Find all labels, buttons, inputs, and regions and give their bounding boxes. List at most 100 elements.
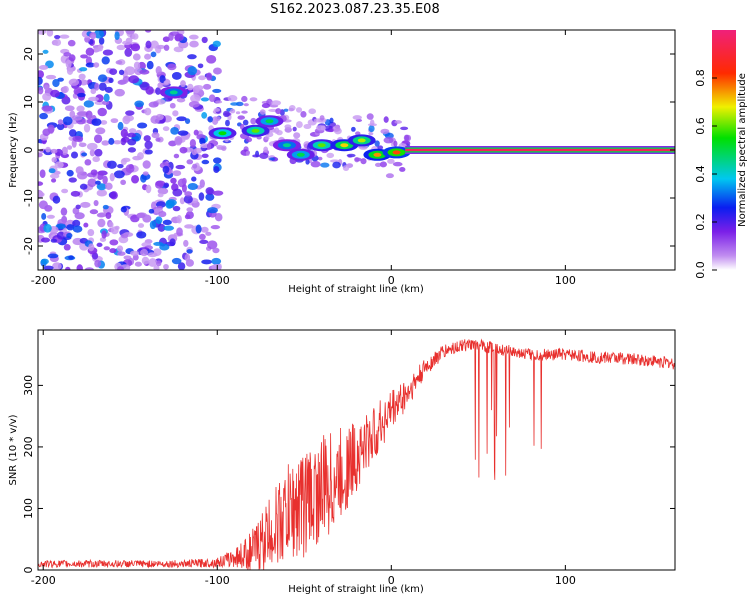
heatmap-noise-cell: [144, 53, 152, 60]
heatmap-noise-cell: [61, 86, 68, 94]
heatmap-noise-cell: [93, 47, 101, 53]
heatmap-noise-cell: [201, 112, 208, 119]
heatmap-noise-cell: [190, 94, 201, 103]
heatmap-noise-cell: [47, 124, 55, 134]
heatmap-noise-cell: [156, 260, 162, 267]
heatmap-blob-peak: [392, 150, 401, 155]
heatmap-noise-cell: [400, 126, 409, 131]
heatmap-noise-cell: [67, 39, 76, 47]
heatmap-noise-cell: [90, 169, 98, 176]
heatmap-noise-cell: [187, 83, 194, 91]
heatmap-noise-cell: [368, 125, 375, 133]
heatmap-noise-cell: [49, 173, 60, 179]
heatmap-xtick-label: -100: [205, 274, 230, 287]
heatmap-noise-cell: [271, 100, 282, 106]
heatmap-noise-cell: [75, 166, 84, 175]
heatmap-noise-cell: [52, 78, 60, 88]
heatmap-noise-cell: [42, 49, 49, 54]
heatmap-noise-cell: [175, 164, 186, 170]
heatmap-noise-cell: [120, 158, 127, 165]
heatmap-noise-cell: [66, 67, 74, 75]
heatmap-noise-cell: [201, 159, 210, 165]
heatmap-noise-cell: [50, 148, 58, 154]
heatmap-noise-cell: [189, 40, 199, 48]
heatmap-noise-cell: [310, 160, 321, 168]
heatmap-noise-cell: [159, 243, 170, 251]
heatmap-noise-cell: [96, 171, 104, 181]
heatmap-noise-cell: [65, 266, 71, 270]
heatmap-noise-cell: [146, 60, 154, 70]
heatmap-xtick-label: -200: [31, 274, 56, 287]
heatmap-noise-cell: [275, 108, 282, 115]
heatmap-noise-cell: [84, 267, 95, 270]
heatmap-noise-cell: [176, 227, 183, 236]
heatmap-noise-cell: [227, 95, 238, 102]
heatmap-noise-cell: [150, 115, 160, 124]
heatmap-ytick-label: 10: [22, 95, 35, 109]
heatmap-noise-cell: [132, 53, 141, 61]
heatmap-blob-peak: [265, 119, 274, 124]
heatmap-noise-cell: [186, 207, 194, 213]
heatmap-noise-cell: [85, 62, 95, 68]
heatmap-noise-cell: [104, 86, 113, 93]
heatmap-noise-cell: [60, 153, 69, 159]
heatmap-noise-cell: [129, 128, 137, 134]
heatmap-noise-cell: [273, 127, 280, 134]
heatmap-noise-cell: [157, 223, 166, 232]
heatmap-noise-cell: [213, 157, 222, 164]
heatmap-noise-cell: [380, 162, 387, 167]
heatmap-noise-cell: [284, 124, 292, 129]
heatmap-noise-cell: [133, 61, 141, 70]
heatmap-noise-cell: [102, 204, 109, 210]
heatmap-noise-cell: [64, 105, 75, 112]
heatmap-noise-cell: [55, 223, 66, 230]
heatmap-noise-cell: [66, 224, 75, 231]
heatmap-noise-cell: [158, 211, 167, 218]
heatmap-noise-cell: [191, 149, 197, 156]
heatmap-noise-cell: [80, 54, 88, 59]
heatmap-noise-cell: [199, 179, 205, 188]
heatmap-noise-cell: [57, 119, 64, 125]
heatmap-noise-cell: [96, 183, 107, 191]
heatmap-noise-cell: [98, 37, 105, 45]
heatmap-noise-cell: [179, 197, 185, 205]
heatmap-noise-cell: [199, 239, 209, 245]
heatmap-noise-cell: [72, 225, 83, 233]
heatmap-noise-cell: [66, 169, 74, 177]
heatmap-noise-cell: [188, 101, 200, 108]
heatmap-noise-cell: [87, 178, 97, 188]
heatmap-noise-cell: [38, 70, 44, 79]
heatmap-noise-cell: [198, 75, 206, 81]
heatmap-noise-cell: [208, 94, 216, 102]
heatmap-noise-cell: [293, 132, 301, 139]
heatmap-noise-cell: [81, 152, 88, 157]
heatmap-noise-cell: [120, 179, 127, 186]
heatmap-noise-cell: [245, 137, 253, 143]
heatmap-noise-cell: [134, 100, 145, 108]
heatmap-noise-cell: [48, 168, 56, 174]
heatmap-noise-cell: [120, 206, 127, 213]
heatmap-noise-cell: [97, 107, 107, 117]
heatmap-noise-cell: [197, 63, 204, 69]
heatmap-noise-cell: [155, 216, 163, 224]
heatmap-noise-cell: [125, 110, 135, 116]
heatmap-noise-cell: [167, 63, 177, 71]
heatmap-ytick-label: 20: [22, 47, 35, 61]
heatmap-blob-peak: [296, 152, 305, 157]
heatmap-noise-cell: [369, 119, 375, 127]
heatmap-noise-cell: [68, 255, 74, 260]
heatmap-noise-cell: [66, 145, 73, 150]
heatmap-noise-cell: [189, 34, 199, 40]
heatmap-noise-cell: [66, 232, 73, 239]
heatmap-noise-cell: [171, 257, 182, 265]
heatmap-noise-cell: [83, 123, 91, 133]
heatmap-noise-cell: [202, 83, 212, 90]
heatmap-noise-cell: [295, 121, 303, 129]
heatmap-noise-cell: [109, 248, 117, 254]
heatmap-noise-cell: [383, 116, 389, 123]
heatmap-noise-cell: [315, 125, 326, 131]
heatmap-noise-cell: [351, 126, 356, 132]
heatmap-noise-cell: [114, 225, 120, 230]
heatmap-noise-cell: [249, 97, 258, 102]
